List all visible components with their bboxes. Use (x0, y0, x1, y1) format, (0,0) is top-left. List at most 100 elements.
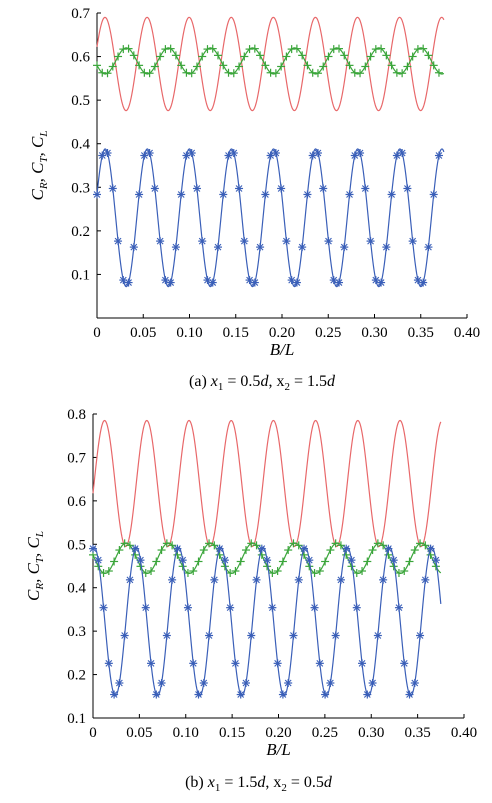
chart-b: 0 0.05 0.10 0.15 0.20 0.25 0.30 0.35 0.40 0.1 0.2 0… (24, 407, 477, 794)
data-point (394, 603, 403, 612)
data-point (298, 51, 307, 60)
y-tick-label: 0.6 (71, 50, 90, 66)
data-point (235, 184, 244, 193)
x-tick-label: 0.40 (451, 725, 477, 741)
data-point (114, 52, 123, 61)
caption-d2: d (324, 774, 333, 791)
series-line (96, 16, 445, 112)
data-point (240, 237, 249, 246)
data-point (110, 690, 119, 699)
series-0 (96, 16, 445, 112)
data-point (226, 569, 235, 578)
data-point (226, 603, 235, 612)
data-point (419, 44, 428, 53)
data-point (403, 62, 412, 71)
data-point (347, 556, 356, 565)
data-point (171, 51, 180, 60)
data-point (108, 184, 117, 193)
series-2 (89, 544, 442, 699)
data-point (352, 603, 361, 612)
data-point (313, 149, 322, 158)
data-point (410, 546, 419, 555)
x-tick-label: 0.15 (219, 725, 245, 741)
x-tick-label: 0.05 (126, 725, 152, 741)
data-point (150, 184, 159, 193)
data-point (358, 567, 367, 576)
data-point (183, 603, 192, 612)
data-point (150, 62, 159, 71)
data-point (157, 546, 166, 555)
y-axis-label-sub: R (38, 182, 50, 190)
data-point (93, 190, 101, 199)
y-axis-label-sub: L (38, 130, 50, 137)
data-point (183, 569, 192, 578)
data-point (229, 69, 238, 78)
data-point (205, 631, 214, 640)
data-point (214, 243, 223, 252)
data-point (261, 190, 270, 199)
data-point (305, 556, 314, 565)
data-point (278, 690, 287, 699)
data-point (220, 556, 229, 565)
data-point (394, 569, 403, 578)
data-point (368, 546, 377, 555)
data-point (392, 151, 401, 160)
data-point (103, 69, 112, 78)
data-point (419, 278, 428, 287)
data-point (162, 631, 171, 640)
y-axis-label: CR, CT, CL (28, 130, 50, 200)
data-point (241, 679, 250, 688)
data-point (147, 659, 156, 668)
data-point (171, 243, 180, 252)
data-point (110, 557, 119, 566)
y-tick-label: 0.4 (67, 581, 86, 597)
data-point (178, 556, 187, 565)
data-point (326, 679, 335, 688)
caption-sep: , x (265, 774, 281, 791)
x-axis-label: B/L (270, 340, 295, 359)
x-tick-label: 0.15 (223, 325, 249, 341)
data-point (236, 557, 245, 566)
data-point (303, 61, 312, 70)
data-point (131, 544, 140, 553)
y-tick-label: 0.7 (67, 450, 86, 466)
data-point (282, 237, 291, 246)
chart-caption: (b) x1 = 1.5d, x2 = 0.5d (185, 774, 333, 794)
data-point (189, 659, 198, 668)
data-point (300, 544, 309, 553)
data-point (363, 690, 372, 699)
data-point (229, 149, 238, 158)
data-point (426, 544, 435, 553)
data-point (89, 544, 97, 553)
data-point (141, 603, 150, 612)
data-point (145, 69, 154, 78)
data-point (289, 631, 298, 640)
data-point (199, 679, 208, 688)
data-point (315, 659, 324, 668)
data-point (377, 278, 386, 287)
x-tick-label: 0.25 (312, 725, 338, 741)
data-point (384, 544, 393, 553)
data-point (93, 61, 101, 70)
data-point (115, 679, 124, 688)
data-point (335, 44, 344, 53)
data-point (141, 569, 150, 578)
data-point (340, 51, 349, 60)
data-point (210, 575, 219, 584)
data-point (373, 539, 382, 548)
caption-d1: d (260, 373, 269, 390)
data-point (398, 69, 407, 78)
data-point (321, 557, 330, 566)
data-point (156, 237, 165, 246)
chart-a: 0 0.05 0.10 0.15 0.20 0.25 0.30 0.35 0.40 0.1 0.2 0… (28, 6, 480, 393)
data-point (387, 190, 396, 199)
caption-x2sub: 2 (281, 782, 287, 794)
data-point (315, 567, 324, 576)
data-point (256, 51, 265, 60)
data-point (373, 631, 382, 640)
y-axis-label-sep: , (28, 174, 47, 183)
data-point (120, 539, 129, 548)
data-point (424, 243, 433, 252)
data-point (292, 278, 301, 287)
data-point (379, 575, 388, 584)
